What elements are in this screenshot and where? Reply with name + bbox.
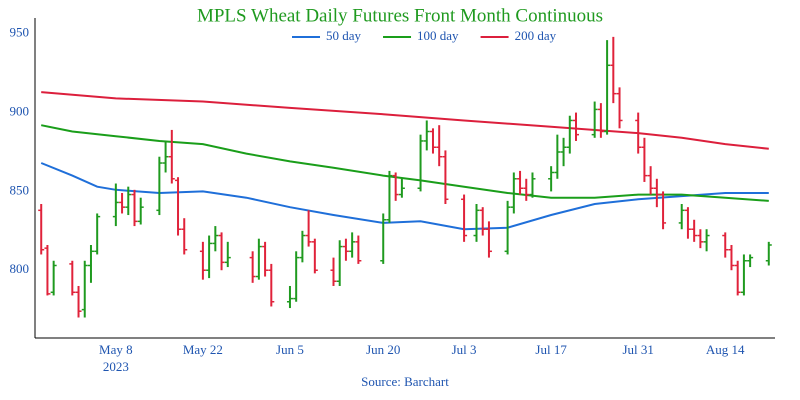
x-tick-label: Jun 20 [366,342,400,357]
x-tick-label: Jun 5 [276,342,304,357]
y-tick-label: 900 [10,104,30,119]
moving-average-line [40,162,769,231]
x-tick-year: 2023 [103,359,129,374]
legend-label: 100 day [417,28,459,43]
y-tick-label: 800 [10,261,30,276]
y-tick-label: 950 [10,25,30,40]
x-tick-label: Jul 17 [535,342,567,357]
legend-label: 200 day [515,28,557,43]
legend-label: 50 day [326,28,362,43]
x-tick-label: May 22 [183,342,223,357]
source-annotation: Source: Barchart [361,374,449,389]
moving-average-line [41,91,769,150]
x-tick-label: Jul 31 [622,342,653,357]
x-tick-label: Aug 14 [706,342,745,357]
x-tick-label: May 8 [99,342,133,357]
y-tick-label: 850 [10,182,30,197]
chart-title: MPLS Wheat Daily Futures Front Month Con… [197,5,603,26]
x-tick-label: Jul 3 [452,342,477,357]
moving-average-line [41,124,769,202]
